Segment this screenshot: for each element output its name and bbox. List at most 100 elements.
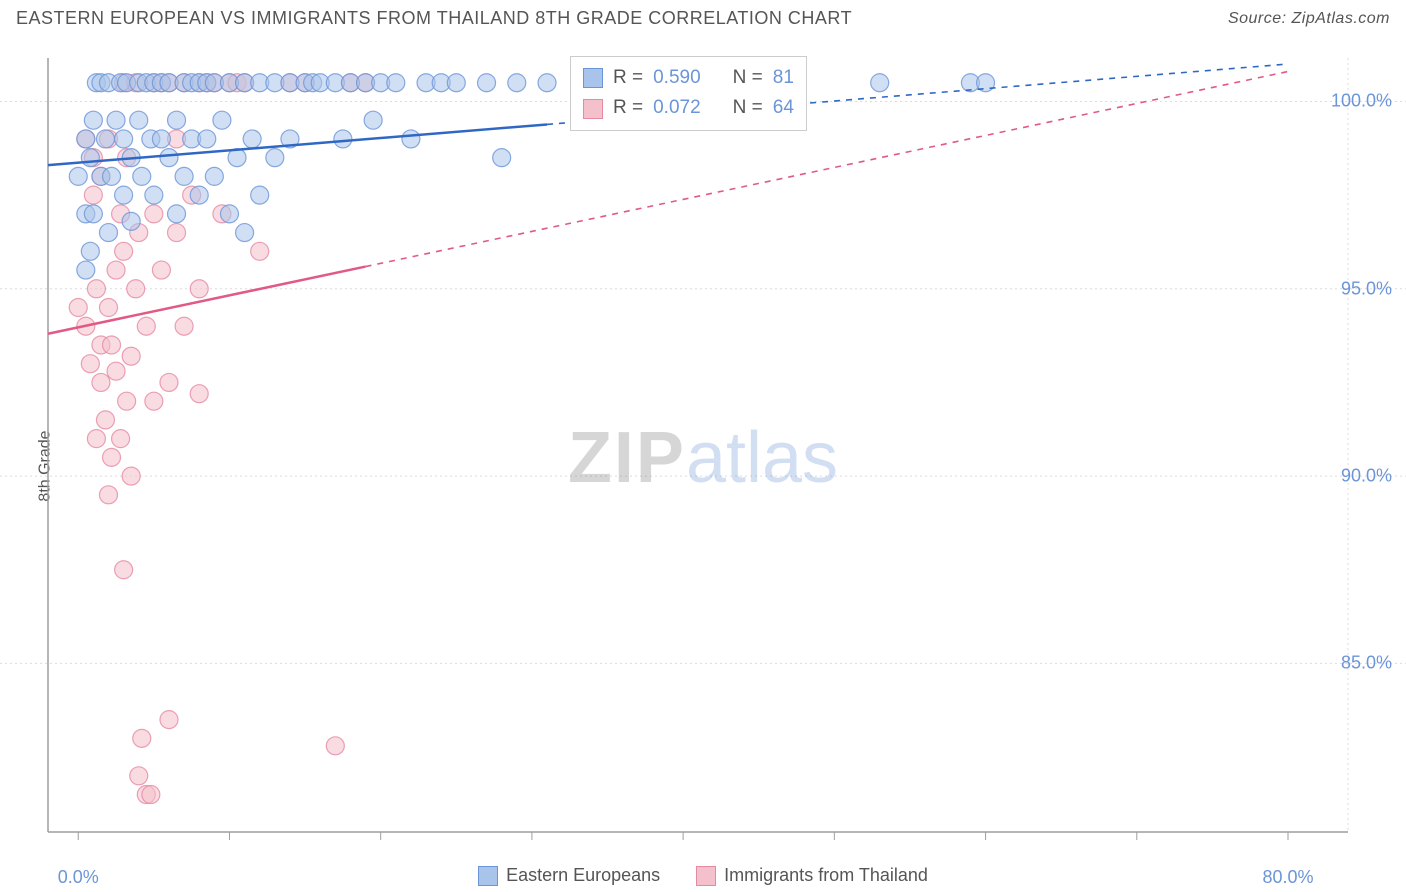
trendline-series2-solid: [48, 267, 366, 334]
scatter-point-series1: [447, 74, 465, 92]
scatter-point-series1: [107, 111, 125, 129]
scatter-point-series1: [168, 111, 186, 129]
scatter-point-series1: [508, 74, 526, 92]
scatter-point-series1: [266, 149, 284, 167]
scatter-point-series1: [168, 205, 186, 223]
stat-n-value: 81: [773, 63, 794, 93]
scatter-point-series2: [92, 373, 110, 391]
scatter-chart-svg: [0, 40, 1406, 860]
scatter-point-series2: [175, 317, 193, 335]
scatter-point-series1: [538, 74, 556, 92]
scatter-point-series1: [213, 111, 231, 129]
scatter-point-series1: [77, 130, 95, 148]
scatter-point-series2: [160, 711, 178, 729]
stat-swatch: [583, 99, 603, 119]
scatter-point-series1: [96, 130, 114, 148]
scatter-point-series2: [142, 786, 160, 804]
scatter-point-series2: [160, 373, 178, 391]
scatter-point-series2: [99, 486, 117, 504]
scatter-point-series1: [871, 74, 889, 92]
stat-swatch: [583, 68, 603, 88]
scatter-point-series2: [87, 430, 105, 448]
legend-item-series1: Eastern Europeans: [478, 865, 660, 886]
stat-n-label: N =: [733, 63, 763, 93]
correlation-stats-box: R = 0.590 N = 81R = 0.072 N = 64: [570, 56, 807, 131]
scatter-point-series2: [84, 186, 102, 204]
chart-source: Source: ZipAtlas.com: [1228, 10, 1390, 28]
scatter-point-series1: [493, 149, 511, 167]
scatter-point-series1: [334, 130, 352, 148]
legend-label-series2: Immigrants from Thailand: [724, 865, 928, 886]
scatter-point-series1: [220, 205, 238, 223]
chart-area: 8th Grade ZIPatlas R =0.590N = 81R =0.07…: [0, 40, 1406, 892]
scatter-point-series1: [364, 111, 382, 129]
scatter-point-series2: [137, 317, 155, 335]
scatter-point-series1: [84, 111, 102, 129]
scatter-point-series1: [81, 242, 99, 260]
scatter-point-series2: [190, 385, 208, 403]
scatter-point-series2: [99, 299, 117, 317]
scatter-point-series2: [168, 224, 186, 242]
scatter-point-series1: [243, 130, 261, 148]
scatter-point-series2: [103, 448, 121, 466]
scatter-point-series1: [387, 74, 405, 92]
stat-r-label: R =: [613, 63, 643, 93]
stat-r-value: 0.590: [653, 63, 701, 93]
scatter-point-series2: [107, 362, 125, 380]
scatter-point-series1: [198, 130, 216, 148]
scatter-point-series1: [84, 205, 102, 223]
scatter-point-series2: [81, 355, 99, 373]
stat-n-label: N =: [733, 93, 763, 123]
scatter-point-series1: [81, 149, 99, 167]
legend-swatch-series2: [696, 866, 716, 886]
scatter-point-series1: [205, 167, 223, 185]
scatter-point-series2: [87, 280, 105, 298]
scatter-point-series2: [122, 347, 140, 365]
scatter-point-series1: [402, 130, 420, 148]
legend-item-series2: Immigrants from Thailand: [696, 865, 928, 886]
stat-row: R =0.072N = 64: [583, 93, 794, 123]
scatter-point-series2: [152, 261, 170, 279]
scatter-point-series1: [122, 212, 140, 230]
y-tick-label: 90.0%: [1341, 466, 1392, 487]
stat-row: R = 0.590 N = 81: [583, 63, 794, 93]
scatter-point-series2: [326, 737, 344, 755]
scatter-point-series2: [145, 205, 163, 223]
scatter-point-series1: [175, 167, 193, 185]
scatter-point-series2: [69, 299, 87, 317]
scatter-point-series2: [115, 561, 133, 579]
scatter-point-series2: [145, 392, 163, 410]
scatter-point-series1: [99, 224, 117, 242]
scatter-point-series1: [478, 74, 496, 92]
scatter-point-series2: [118, 392, 136, 410]
y-tick-label: 85.0%: [1341, 653, 1392, 674]
scatter-point-series1: [130, 111, 148, 129]
scatter-point-series2: [115, 242, 133, 260]
scatter-point-series2: [107, 261, 125, 279]
scatter-point-series1: [236, 224, 254, 242]
legend-label-series1: Eastern Europeans: [506, 865, 660, 886]
chart-header: EASTERN EUROPEAN VS IMMIGRANTS FROM THAI…: [0, 0, 1406, 29]
scatter-point-series1: [251, 186, 269, 204]
scatter-point-series1: [69, 167, 87, 185]
stat-n-value: 64: [773, 93, 794, 123]
scatter-point-series1: [160, 149, 178, 167]
scatter-point-series2: [127, 280, 145, 298]
stat-r-value: 0.072: [653, 93, 701, 123]
chart-title: EASTERN EUROPEAN VS IMMIGRANTS FROM THAI…: [16, 8, 852, 29]
scatter-point-series1: [115, 130, 133, 148]
scatter-point-series2: [112, 430, 130, 448]
scatter-point-series2: [190, 280, 208, 298]
scatter-point-series1: [115, 186, 133, 204]
scatter-point-series1: [190, 186, 208, 204]
scatter-point-series1: [145, 186, 163, 204]
scatter-point-series2: [133, 729, 151, 747]
scatter-point-series2: [103, 336, 121, 354]
y-tick-label: 100.0%: [1331, 91, 1392, 112]
scatter-point-series1: [77, 261, 95, 279]
series-legend: Eastern Europeans Immigrants from Thaila…: [0, 865, 1406, 886]
scatter-point-series2: [130, 767, 148, 785]
scatter-point-series1: [133, 167, 151, 185]
scatter-point-series2: [122, 467, 140, 485]
legend-swatch-series1: [478, 866, 498, 886]
